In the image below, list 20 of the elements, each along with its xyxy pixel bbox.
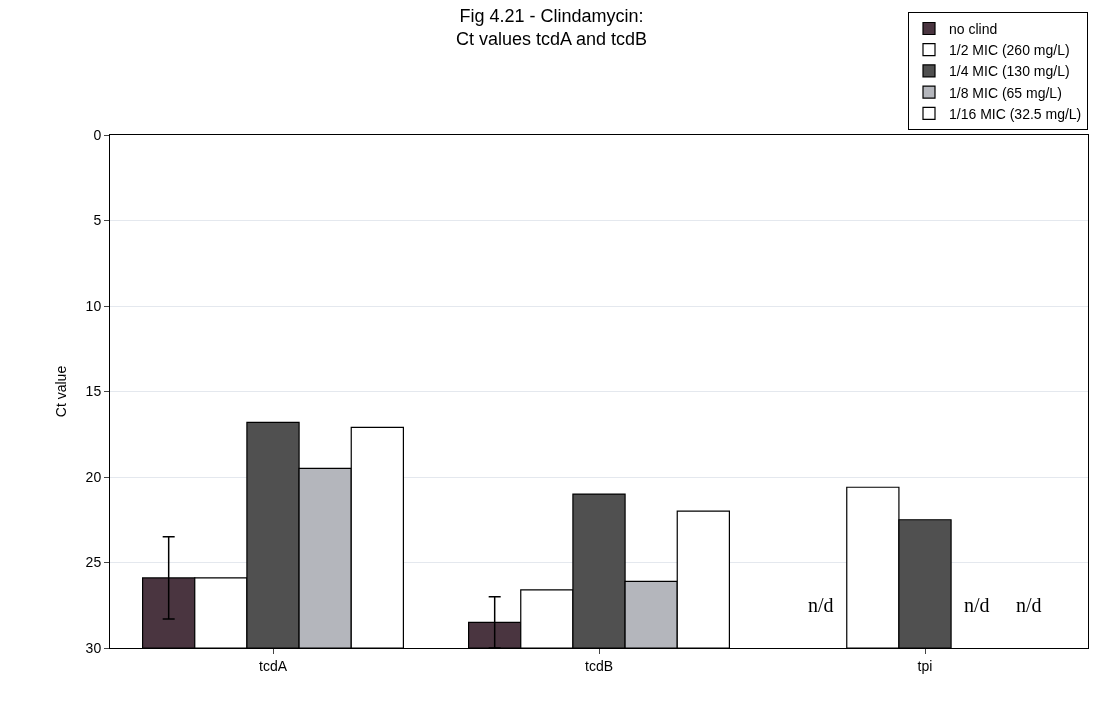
- legend-label: 1/8 MIC (65 mg/L): [949, 84, 1062, 101]
- y-tick-label: 30: [85, 639, 102, 656]
- y-tick-label: 15: [85, 383, 102, 400]
- y-tick-label: 5: [93, 212, 102, 229]
- text: n/d: [964, 594, 990, 616]
- legend-label: 1/16 MIC (32.5 mg/L): [949, 105, 1082, 122]
- y-tick-label: 20: [85, 468, 102, 485]
- legend-label: no clind: [949, 20, 998, 37]
- legend-label: 1/4 MIC (130 mg/L): [949, 63, 1070, 80]
- y-tick-label: 25: [85, 554, 102, 571]
- y-tick-label: 10: [85, 297, 102, 314]
- text: n/d: [1016, 594, 1042, 616]
- legend-label: 1/2 MIC (260 mg/L): [949, 42, 1070, 59]
- y-axis-title: Ct value: [53, 365, 70, 418]
- x-tick-label: tcdA: [258, 657, 288, 674]
- chart-title: Fig 4.21 - Clindamycin: Ct values tcdA and tcdB: [455, 5, 648, 49]
- y-tick-label: 0: [93, 126, 102, 143]
- x-tick-label: tcdB: [584, 657, 614, 674]
- text: n/d: [808, 594, 834, 616]
- x-tick-label: tpi: [917, 657, 933, 674]
